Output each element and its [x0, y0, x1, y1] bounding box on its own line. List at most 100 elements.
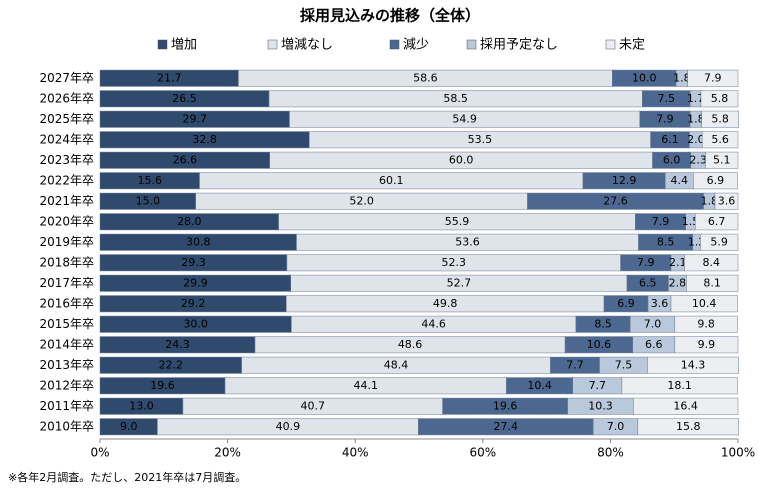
y-tick-label: 2020年卒	[39, 214, 94, 228]
value-label: 10.4	[692, 297, 717, 310]
value-label: 54.9	[452, 112, 477, 125]
value-label: 1.7	[687, 92, 705, 105]
legend-swatch	[267, 39, 278, 50]
bar-segment	[670, 295, 738, 313]
value-label: 26.6	[173, 153, 198, 166]
x-tick-label: 100%	[721, 446, 755, 460]
value-label: 52.0	[349, 194, 374, 207]
bar-segment	[684, 254, 739, 272]
value-label: 7.5	[615, 358, 633, 371]
legend-label: 増加	[171, 38, 197, 53]
value-label: 24.3	[165, 338, 190, 351]
y-tick-label: 2026年卒	[39, 91, 94, 105]
value-label: 16.4	[673, 399, 698, 412]
value-label: 44.1	[353, 379, 378, 392]
value-label: 2.8	[669, 276, 687, 289]
value-label: 8.1	[703, 276, 721, 289]
legend-label: 採用予定なし	[480, 38, 558, 53]
value-label: 14.3	[681, 358, 706, 371]
value-label: 6.0	[663, 153, 681, 166]
y-tick-label: 2011年卒	[39, 399, 94, 413]
value-label: 1.8	[687, 112, 705, 125]
legend-swatch	[157, 39, 168, 50]
value-label: 8.4	[702, 256, 720, 269]
y-tick-label: 2012年卒	[39, 378, 94, 392]
value-label: 5.8	[711, 92, 729, 105]
y-tick-label: 2027年卒	[39, 71, 94, 85]
value-label: 44.6	[421, 317, 446, 330]
legend-swatch	[466, 39, 477, 50]
bar-segment	[693, 172, 738, 190]
value-label: 7.7	[566, 358, 584, 371]
value-label: 13.0	[129, 399, 154, 412]
value-label: 10.0	[632, 71, 657, 84]
legend-label: 減少	[403, 37, 429, 53]
value-label: 30.8	[186, 235, 211, 248]
value-label: 19.6	[150, 379, 175, 392]
value-label: 10.4	[527, 379, 552, 392]
x-tick-label: 80%	[597, 446, 624, 460]
value-label: 58.5	[443, 92, 468, 105]
y-tick-label: 2015年卒	[39, 317, 94, 331]
bar-segment	[674, 315, 738, 333]
legend-swatch	[605, 39, 616, 50]
y-tick-label: 2010年卒	[39, 419, 94, 433]
y-tick-label: 2022年卒	[39, 173, 94, 187]
value-label: 55.9	[445, 215, 470, 228]
value-label: 58.6	[413, 71, 438, 84]
value-label: 10.3	[588, 399, 613, 412]
y-tick-label: 2013年卒	[39, 358, 94, 372]
x-tick-label: 0%	[90, 446, 109, 460]
value-label: 9.0	[120, 420, 138, 433]
bar-segment	[701, 110, 739, 128]
value-label: 27.6	[603, 194, 628, 207]
value-label: 40.7	[301, 399, 326, 412]
value-label: 18.1	[667, 379, 692, 392]
value-label: 5.1	[713, 153, 731, 166]
value-label: 6.9	[617, 297, 635, 310]
value-label: 6.7	[708, 215, 726, 228]
value-label: 8.5	[657, 235, 675, 248]
x-tick-label: 60%	[469, 446, 496, 460]
value-label: 9.8	[697, 317, 715, 330]
x-tick-label: 20%	[214, 446, 241, 460]
value-label: 7.0	[644, 317, 662, 330]
value-label: 8.5	[594, 317, 612, 330]
y-tick-label: 2023年卒	[39, 153, 94, 167]
value-label: 15.0	[136, 194, 161, 207]
value-label: 29.7	[182, 112, 207, 125]
y-tick-label: 2017年卒	[39, 276, 94, 290]
bar-segment	[647, 356, 739, 374]
value-label: 1.8	[701, 194, 719, 207]
value-label: 10.6	[587, 338, 612, 351]
value-label: 40.9	[276, 420, 301, 433]
value-label: 32.8	[192, 133, 217, 146]
value-label: 29.2	[181, 297, 206, 310]
value-label: 5.6	[711, 133, 729, 146]
value-label: 7.9	[637, 256, 655, 269]
bar-segment	[695, 213, 739, 231]
value-label: 22.2	[159, 358, 184, 371]
value-label: 3.6	[651, 297, 669, 310]
bar-segment	[633, 397, 739, 415]
footnote: ※各年2月調査。ただし、2021年卒は7月調査。	[8, 470, 246, 484]
value-label: 7.0	[607, 420, 625, 433]
y-tick-label: 2025年卒	[39, 112, 94, 126]
bar-segment	[700, 90, 739, 108]
legend-swatch	[389, 39, 400, 50]
value-label: 5.9	[710, 235, 728, 248]
bar-segment	[702, 131, 739, 149]
bar-segment	[686, 274, 739, 292]
bar-segment	[714, 192, 739, 210]
bar-segment	[705, 151, 739, 169]
y-tick-label: 2019年卒	[39, 235, 94, 249]
value-label: 2.1	[669, 256, 687, 269]
value-label: 29.3	[181, 256, 206, 269]
value-label: 5.8	[711, 112, 729, 125]
value-label: 9.9	[698, 338, 716, 351]
value-label: 6.6	[645, 338, 663, 351]
bar-segment	[700, 233, 739, 251]
value-label: 7.7	[589, 379, 607, 392]
y-tick-label: 2018年卒	[39, 255, 94, 269]
